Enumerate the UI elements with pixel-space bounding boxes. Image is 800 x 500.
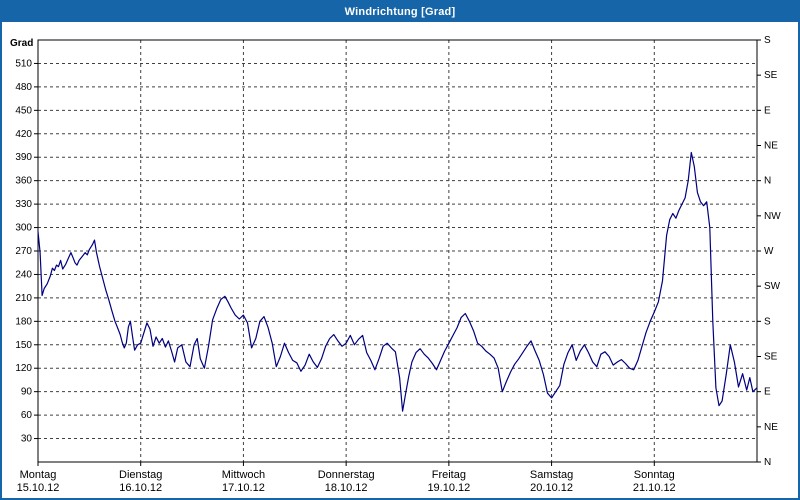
x-axis-day-label: Samstag [530,469,573,481]
y-axis-tick-label: 120 [15,363,32,374]
right-axis-compass-label: S [764,35,771,46]
x-axis-day-label: Montag [20,469,57,481]
right-axis-compass-label: NW [764,211,781,222]
y-axis-tick-label: 150 [15,340,32,351]
y-axis-title: Grad [10,38,33,49]
wind-direction-chart: Grad 510 480 450 420 390 360 330 300 270 240 210 180… [10,35,781,494]
y-axis-tick-label: 210 [15,293,32,304]
x-axis-day-label: Mittwoch [222,469,265,481]
y-axis-tick-label: 300 [15,223,32,234]
y-axis-tick-label: 330 [15,199,32,210]
right-axis-compass-label: NE [764,141,778,152]
series-line-windrichtung [37,151,758,412]
y-axis-tick-label: 270 [15,246,32,257]
chart-area: Grad 510 480 450 420 390 360 330 300 270 240 210 180… [2,22,798,498]
x-axis-day-label: Sonntag [634,469,675,481]
right-axis-compass-label: N [764,457,771,468]
x-axis-date-label: 17.10.12 [222,482,265,494]
x-axis-day-label: Dienstag [119,469,162,481]
y-axis-tick-label: 420 [15,129,32,140]
right-axis-compass-label: N [764,176,771,187]
plot-border [37,39,758,463]
right-axis-compass-label: E [764,105,771,116]
x-axis-day-label: Freitag [432,469,466,481]
y-axis-tick-label: 450 [15,105,32,116]
y-axis-tick-label: 480 [15,82,32,93]
window-titlebar[interactable]: Windrichtung [Grad] [2,2,798,22]
x-axis-date-label: 21.10.12 [633,482,676,494]
y-axis-tick-label: 390 [15,152,32,163]
x-axis-date-label: 20.10.12 [530,482,573,494]
right-axis-compass-label: S [764,316,771,327]
x-axis-date-label: 19.10.12 [427,482,470,494]
y-axis-tick-label: 30 [21,434,33,445]
y-axis-tick-label: 510 [15,58,32,69]
x-axis-date-label: 18.10.12 [325,482,368,494]
y-axis-tick-label: 360 [15,176,32,187]
y-axis-tick-label: 60 [21,410,33,421]
right-axis-compass-label: SW [764,281,781,292]
x-axis-date-label: 16.10.12 [119,482,162,494]
right-axis-compass-label: NE [764,422,778,433]
y-axis-tick-label: 180 [15,316,32,327]
x-axis-date-label: 15.10.12 [17,482,60,494]
window-title: Windrichtung [Grad] [344,6,456,18]
right-axis-compass-label: E [764,387,771,398]
right-axis-compass-label: SE [764,70,778,81]
y-axis-tick-label: 90 [21,387,33,398]
right-axis-compass-label: W [764,246,774,257]
y-axis-tick-label: 240 [15,269,32,280]
x-axis-day-label: Donnerstag [318,469,375,481]
right-axis-compass-label: SE [764,352,778,363]
